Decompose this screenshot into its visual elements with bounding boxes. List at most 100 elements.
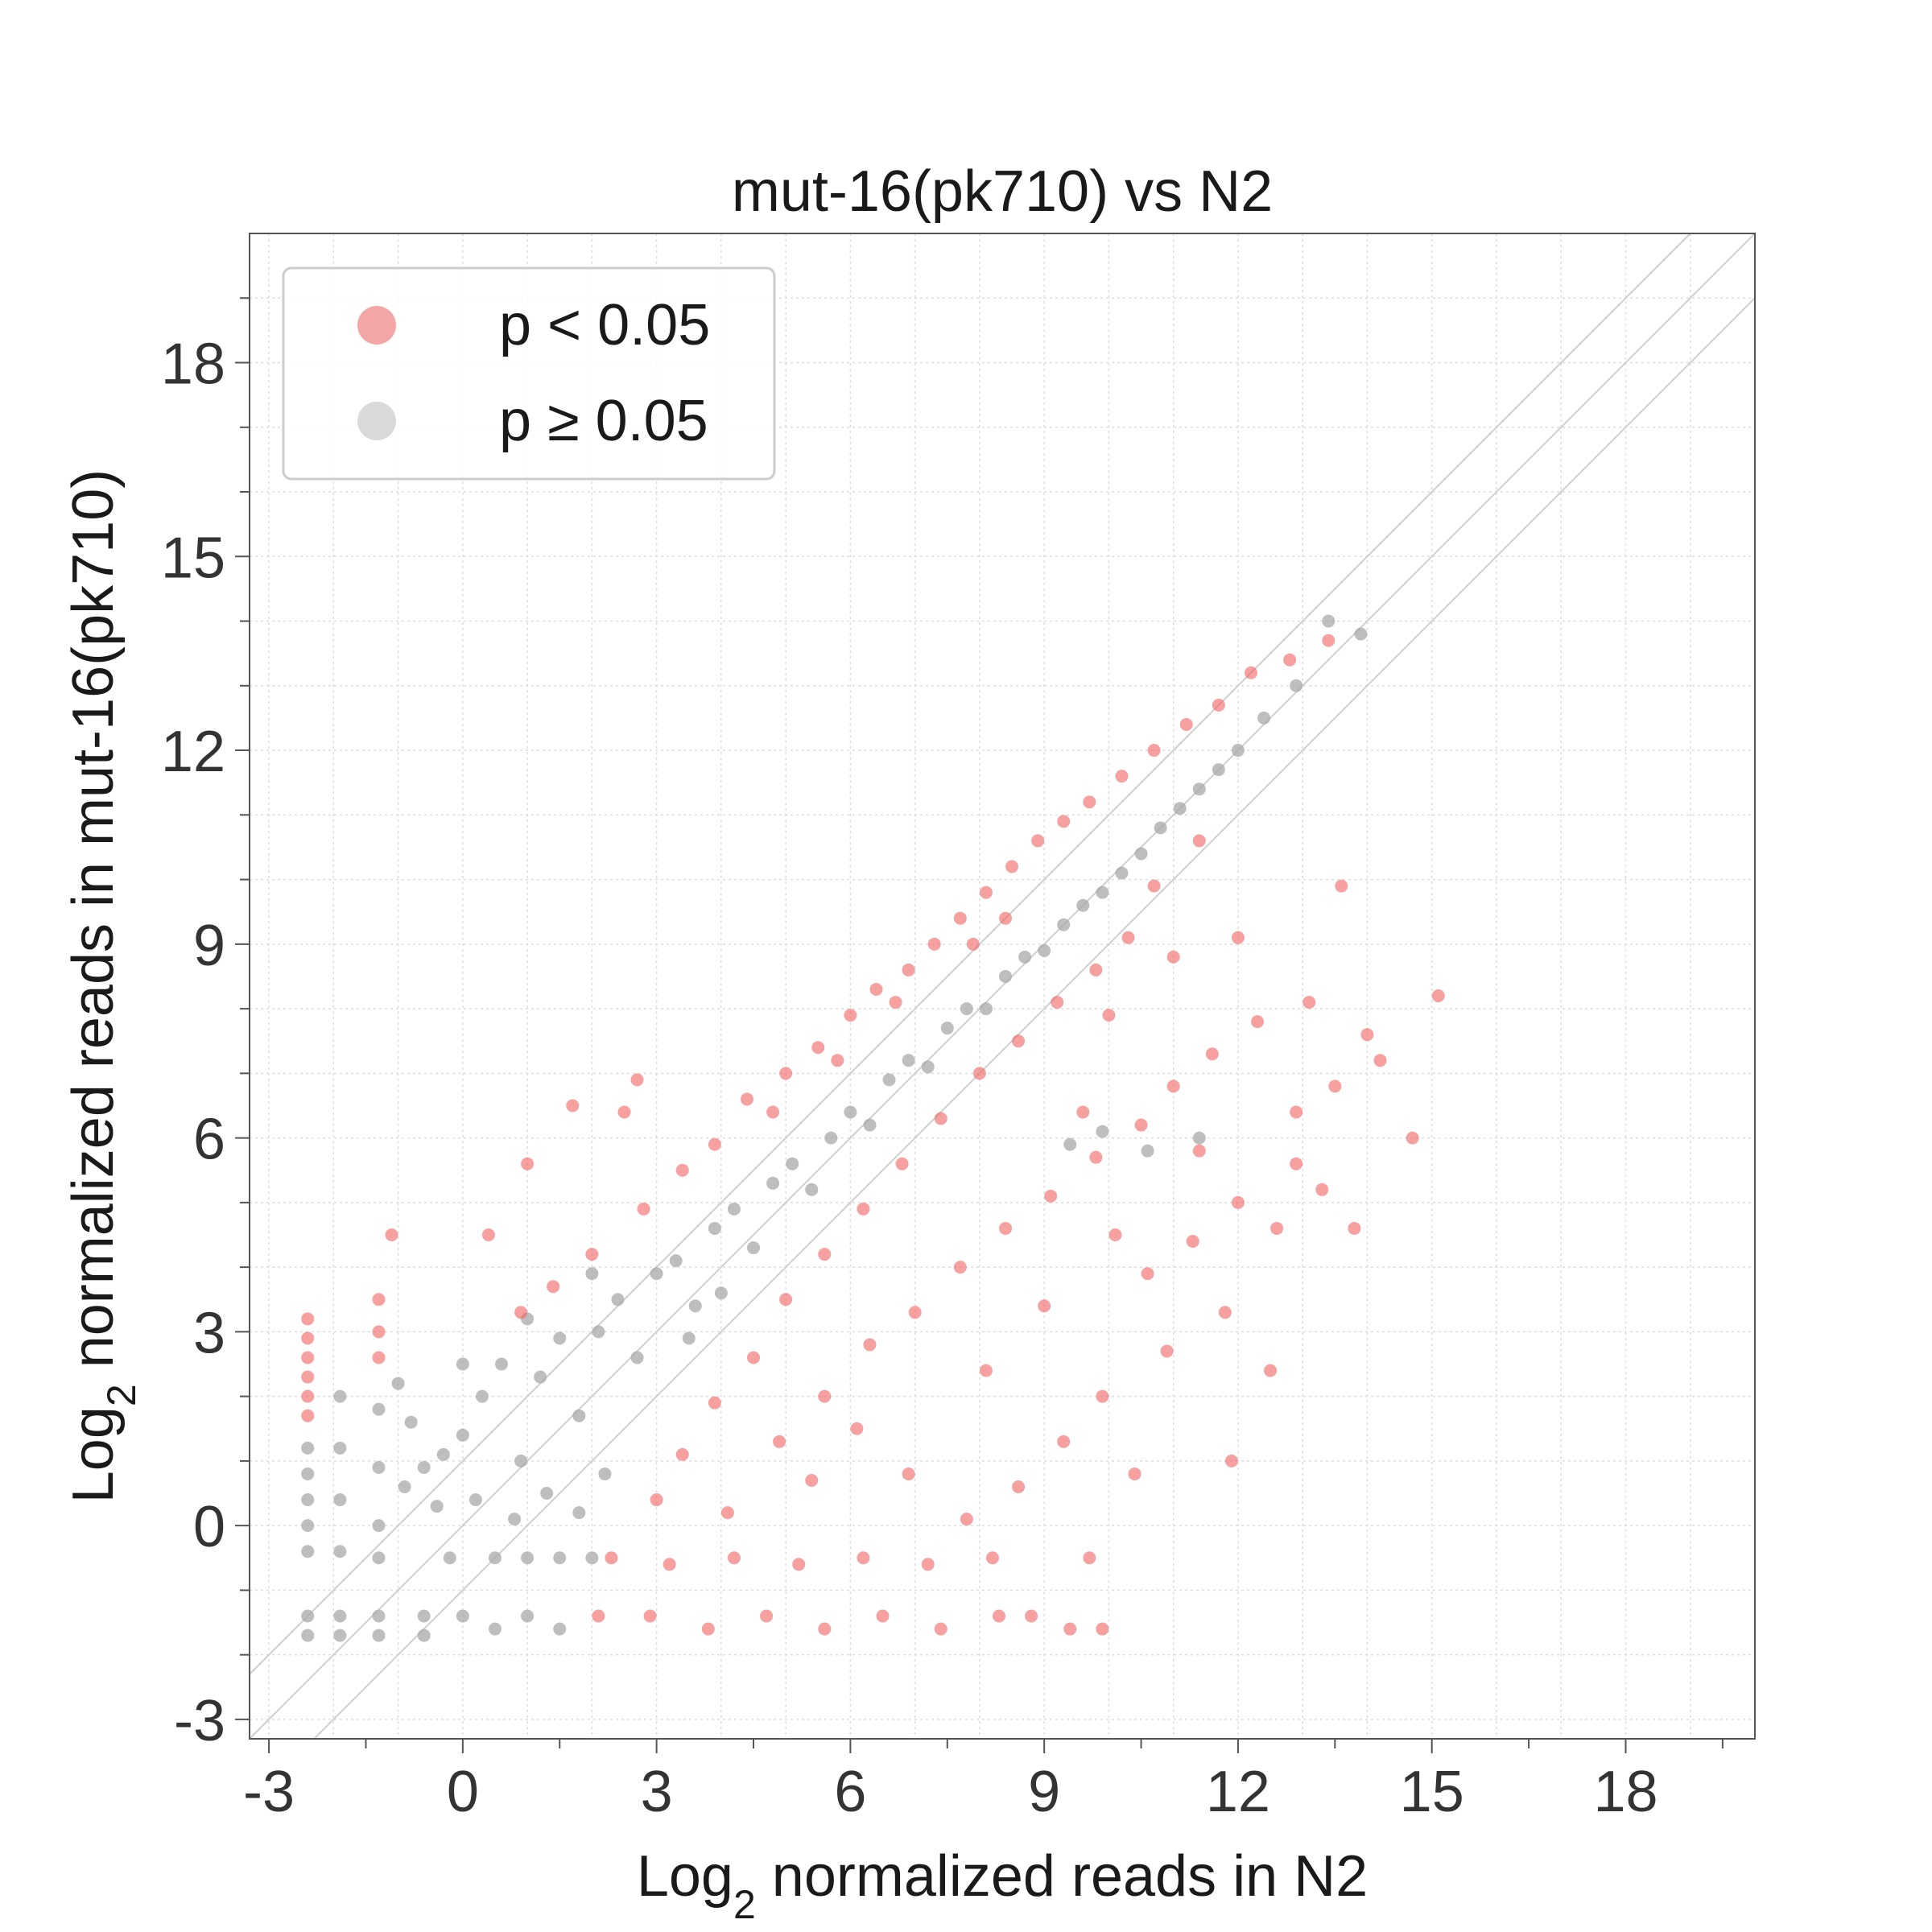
- data-point-nonsignificant: [333, 1629, 347, 1642]
- data-point-nonsignificant: [650, 1267, 663, 1281]
- data-point-nonsignificant: [372, 1609, 386, 1623]
- data-point-significant: [927, 937, 941, 951]
- data-point-significant: [708, 1396, 721, 1410]
- data-point-nonsignificant: [1192, 782, 1206, 796]
- data-point-nonsignificant: [521, 1609, 535, 1623]
- data-point-nonsignificant: [372, 1460, 386, 1474]
- data-point-nonsignificant: [682, 1331, 696, 1345]
- data-point-nonsignificant: [301, 1545, 315, 1558]
- data-point-nonsignificant: [1063, 1137, 1077, 1151]
- data-point-significant: [547, 1280, 560, 1294]
- data-point-significant: [301, 1370, 315, 1384]
- data-point-significant: [301, 1312, 315, 1326]
- data-point-significant: [850, 1422, 864, 1435]
- data-point-nonsignificant: [301, 1629, 315, 1642]
- data-point-significant: [857, 1551, 870, 1565]
- data-point-nonsignificant: [456, 1357, 469, 1371]
- data-point-significant: [650, 1493, 663, 1507]
- data-point-significant: [1431, 989, 1445, 1003]
- data-point-significant: [992, 1609, 1005, 1623]
- data-point-nonsignificant: [824, 1131, 838, 1145]
- data-point-nonsignificant: [333, 1389, 347, 1403]
- data-point-nonsignificant: [514, 1454, 528, 1468]
- data-point-significant: [1218, 1306, 1232, 1319]
- x-tick-label: 12: [1206, 1760, 1270, 1824]
- data-point-significant: [1005, 860, 1019, 873]
- data-point-nonsignificant: [456, 1609, 469, 1623]
- data-point-nonsignificant: [1018, 950, 1032, 964]
- data-point-significant: [869, 983, 883, 997]
- data-point-significant: [727, 1551, 741, 1565]
- data-point-significant: [1231, 931, 1245, 944]
- reference-line: [249, 233, 1691, 1675]
- data-point-significant: [934, 1112, 947, 1125]
- y-tick-label: 0: [193, 1495, 225, 1559]
- data-point-significant: [1044, 1189, 1058, 1203]
- data-point-nonsignificant: [960, 1002, 973, 1016]
- chart-title: mut-16(pk710) vs N2: [732, 159, 1273, 224]
- y-axis-label-subscript: 2: [99, 1384, 144, 1406]
- data-point-significant: [1328, 1080, 1342, 1093]
- x-tick-label: -3: [243, 1760, 295, 1824]
- data-point-nonsignificant: [598, 1467, 612, 1480]
- data-point-nonsignificant: [902, 1054, 915, 1067]
- data-point-significant: [521, 1157, 535, 1170]
- y-tick-label: 12: [161, 720, 225, 784]
- data-point-significant: [481, 1228, 495, 1241]
- data-point-significant: [1244, 666, 1257, 679]
- data-point-significant: [301, 1389, 315, 1403]
- data-point-nonsignificant: [727, 1202, 741, 1216]
- data-point-nonsignificant: [398, 1480, 411, 1493]
- legend-box: [282, 266, 776, 481]
- data-point-significant: [1031, 834, 1045, 848]
- data-point-nonsignificant: [469, 1493, 482, 1507]
- data-point-nonsignificant: [863, 1118, 877, 1132]
- data-point-significant: [902, 1467, 915, 1480]
- data-point-significant: [1012, 1480, 1026, 1493]
- data-point-significant: [720, 1506, 734, 1520]
- y-tick-label: 15: [161, 526, 225, 590]
- data-point-nonsignificant: [940, 1022, 954, 1035]
- data-point-significant: [1076, 1105, 1090, 1119]
- data-point-significant: [1115, 770, 1129, 783]
- data-point-significant: [818, 1622, 832, 1636]
- data-point-nonsignificant: [436, 1447, 450, 1461]
- data-point-nonsignificant: [417, 1460, 431, 1474]
- legend-marker-significant: [357, 306, 396, 345]
- data-point-nonsignificant: [488, 1622, 502, 1636]
- data-point-significant: [1141, 1267, 1154, 1281]
- data-point-significant: [876, 1609, 890, 1623]
- y-axis: -3 0 3 6 9 12 15 18: [161, 297, 250, 1753]
- data-point-significant: [1025, 1609, 1038, 1623]
- data-point-nonsignificant: [508, 1513, 522, 1526]
- data-point-significant: [831, 1054, 844, 1067]
- data-point-significant: [844, 1009, 857, 1022]
- data-point-nonsignificant: [1115, 866, 1129, 880]
- data-point-significant: [960, 1513, 973, 1526]
- data-point-significant: [301, 1409, 315, 1422]
- data-point-significant: [921, 1558, 935, 1571]
- data-point-nonsignificant: [1290, 679, 1303, 692]
- data-point-nonsignificant: [611, 1293, 625, 1307]
- x-axis-label-subscript: 2: [733, 1882, 756, 1927]
- data-point-significant: [747, 1351, 761, 1364]
- data-point-nonsignificant: [521, 1551, 535, 1565]
- data-point-significant: [1373, 1054, 1387, 1067]
- data-point-significant: [372, 1351, 386, 1364]
- data-point-nonsignificant: [372, 1402, 386, 1416]
- data-point-nonsignificant: [301, 1441, 315, 1455]
- data-point-nonsignificant: [372, 1551, 386, 1565]
- y-axis-label-prefix: Log: [61, 1406, 126, 1503]
- data-point-significant: [953, 1261, 967, 1274]
- x-tick-label: 15: [1400, 1760, 1464, 1824]
- data-point-significant: [811, 1041, 825, 1055]
- data-point-significant: [675, 1447, 689, 1461]
- data-point-significant: [805, 1473, 819, 1487]
- y-tick-label: 18: [161, 332, 225, 397]
- data-point-significant: [1147, 879, 1161, 893]
- data-point-significant: [966, 937, 980, 951]
- data-point-nonsignificant: [1173, 802, 1187, 815]
- data-point-significant: [301, 1351, 315, 1364]
- data-point-significant: [1121, 931, 1135, 944]
